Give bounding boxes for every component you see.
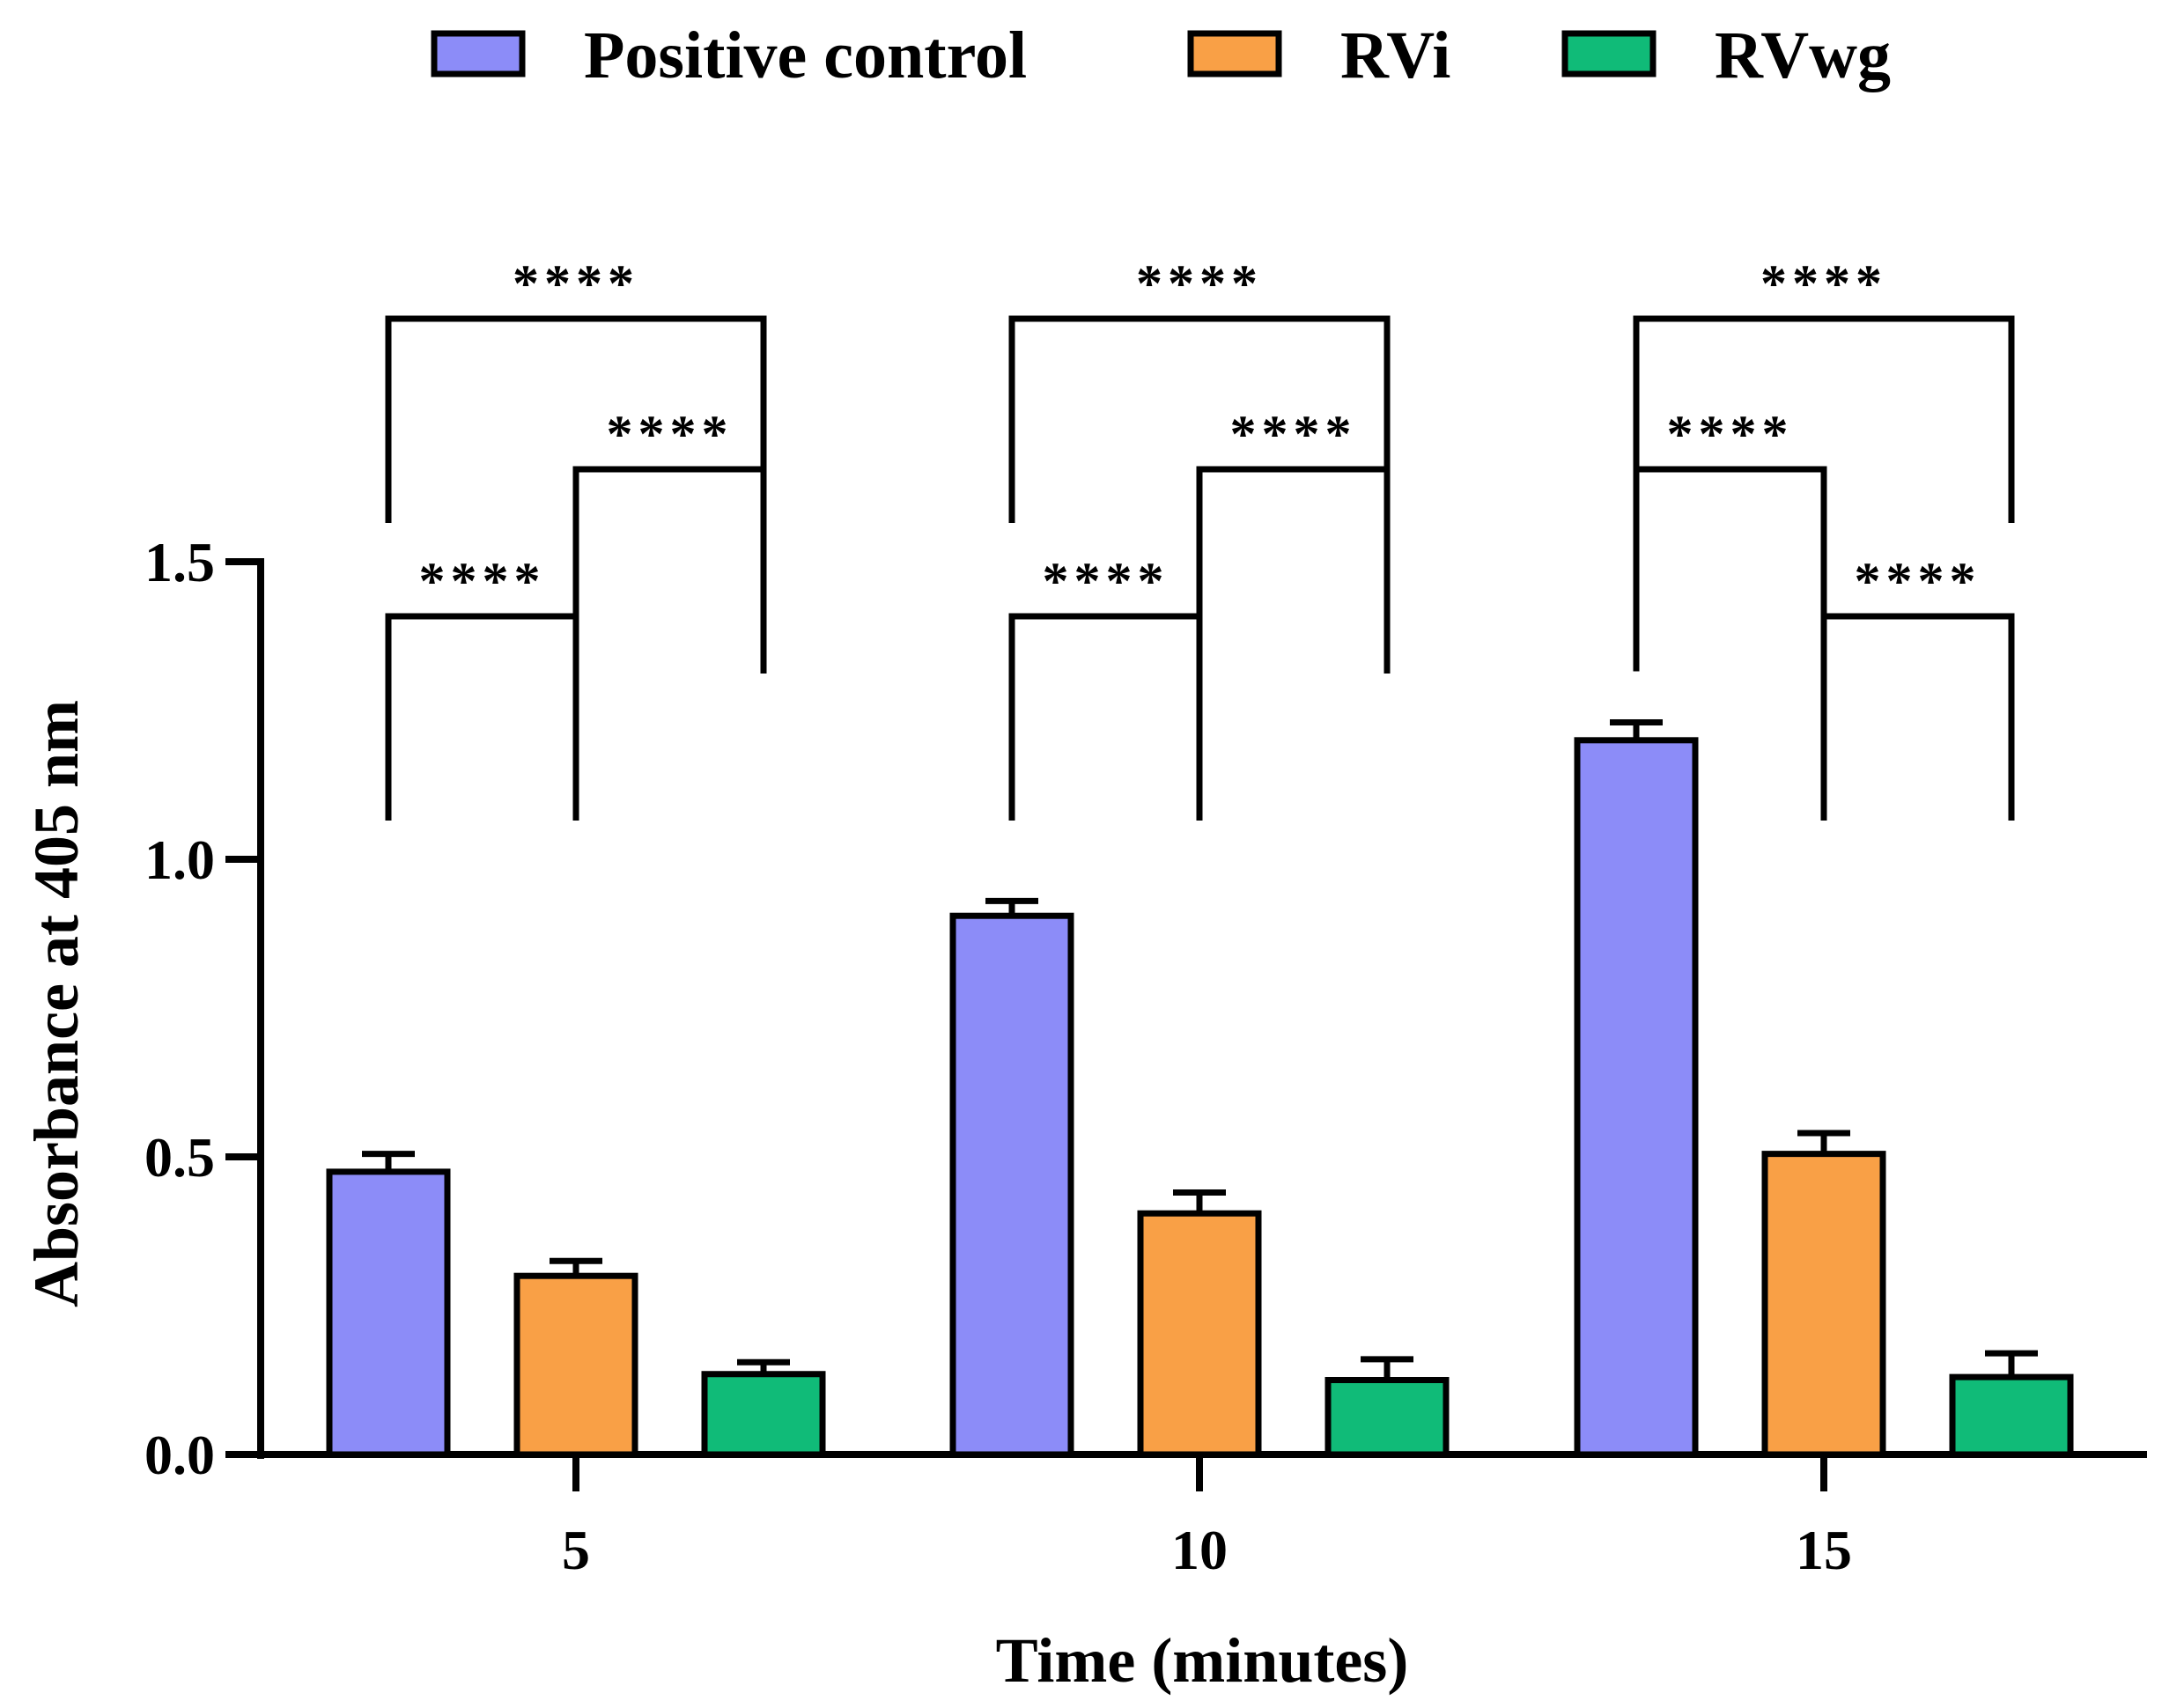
significance-bracket bbox=[1196, 466, 1391, 674]
x-tick-label: 5 bbox=[562, 1519, 590, 1581]
significance-bracket bbox=[1008, 613, 1203, 821]
significance-label: **** bbox=[1230, 405, 1357, 463]
significance-label: **** bbox=[1855, 552, 1981, 610]
y-axis-title: Absorbance at 405 nm bbox=[21, 700, 92, 1307]
bar-rvi-15 bbox=[1761, 1151, 1886, 1458]
legend: Positive control RVi RVwg bbox=[431, 18, 1891, 92]
significance-bracket bbox=[572, 466, 767, 674]
legend-swatch-2 bbox=[1187, 30, 1282, 77]
significance-label: **** bbox=[607, 405, 734, 463]
significance-label: **** bbox=[1667, 405, 1794, 463]
bar-rvi-5 bbox=[513, 1272, 638, 1458]
significance-label: **** bbox=[419, 552, 546, 610]
x-axis-title: Time (minutes) bbox=[996, 1625, 1409, 1696]
significance-bracket bbox=[1633, 466, 1827, 674]
significance-label: **** bbox=[1043, 552, 1170, 610]
bar-positive-control-5 bbox=[326, 1168, 451, 1458]
significance-label: **** bbox=[1136, 254, 1263, 313]
legend-label-2: RVi bbox=[1340, 18, 1450, 92]
bar-rvwg-5 bbox=[701, 1371, 826, 1458]
bar-rvwg-15 bbox=[1949, 1373, 2074, 1458]
y-tick-label: 0.0 bbox=[144, 1424, 215, 1486]
y-tick-label: 0.5 bbox=[144, 1126, 215, 1189]
y-tick-label: 1.0 bbox=[144, 828, 215, 891]
bar-rvwg-10 bbox=[1325, 1377, 1450, 1458]
legend-label-3: RVwg bbox=[1715, 18, 1891, 92]
significance-bracket bbox=[1820, 613, 2015, 821]
x-tick-label: 10 bbox=[1171, 1519, 1228, 1581]
bars bbox=[326, 719, 2074, 1458]
significance-bracket bbox=[385, 613, 579, 821]
significance-label: **** bbox=[513, 254, 639, 313]
significance-brackets: **** **** **** **** **** **** **** **** **** bbox=[385, 254, 2015, 821]
significance-bracket bbox=[1633, 315, 2015, 523]
bar-rvi-10 bbox=[1137, 1210, 1262, 1458]
legend-swatch-3 bbox=[1561, 30, 1657, 77]
x-tick-label: 15 bbox=[1796, 1519, 1852, 1581]
bar-positive-control-15 bbox=[1574, 737, 1699, 1458]
legend-label-1: Positive control bbox=[584, 18, 1027, 92]
significance-label: **** bbox=[1760, 254, 1887, 313]
significance-bracket bbox=[385, 315, 767, 523]
significance-bracket bbox=[1008, 315, 1391, 523]
y-tick-label: 1.5 bbox=[144, 531, 215, 593]
bar-positive-control-10 bbox=[949, 912, 1074, 1458]
legend-swatch-1 bbox=[431, 30, 526, 77]
